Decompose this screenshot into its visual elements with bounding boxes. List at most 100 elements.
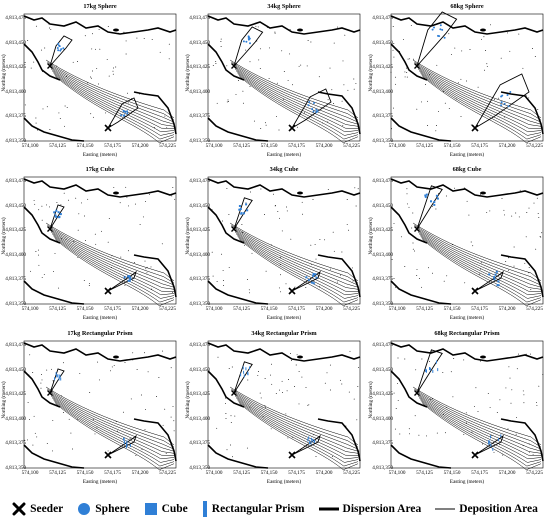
contour-line bbox=[415, 228, 542, 288]
debris-dot bbox=[253, 120, 255, 122]
contour-line bbox=[46, 388, 175, 448]
debris-dot bbox=[64, 105, 66, 107]
contour-line bbox=[234, 230, 359, 290]
debris-dot bbox=[164, 115, 166, 117]
debris-dot bbox=[343, 84, 345, 86]
dispersion-area bbox=[49, 368, 65, 394]
deposition-marker bbox=[58, 377, 60, 381]
contour-line bbox=[418, 68, 542, 129]
debris-dot bbox=[259, 68, 261, 70]
debris-dot bbox=[324, 239, 326, 241]
contour-line bbox=[45, 59, 175, 119]
contour-line bbox=[46, 61, 175, 121]
dispersion-area bbox=[107, 434, 137, 456]
debris-dot bbox=[108, 75, 110, 77]
debris-dot bbox=[24, 104, 26, 106]
map-canvas bbox=[23, 176, 177, 307]
y-tick-label: 4,813,350 bbox=[189, 300, 210, 307]
debris-dot bbox=[136, 37, 138, 39]
y-axis-label: Northing (meters) bbox=[185, 54, 191, 92]
debris-dot bbox=[288, 379, 289, 380]
debris-dot bbox=[228, 266, 230, 268]
debris-dot bbox=[327, 121, 329, 123]
debris-dot bbox=[52, 380, 54, 382]
debris-dot bbox=[260, 128, 262, 130]
deposition-marker bbox=[436, 197, 439, 200]
y-tick-label: 4,813,450 bbox=[189, 366, 210, 373]
deposition-marker bbox=[493, 278, 496, 281]
debris-dot bbox=[341, 100, 343, 102]
debris-dot bbox=[124, 362, 126, 364]
debris-dot bbox=[339, 379, 341, 381]
debris-dot bbox=[145, 408, 146, 410]
debris-dot bbox=[162, 350, 164, 352]
y-axis-label: Northing (meters) bbox=[1, 54, 7, 92]
debris-dot bbox=[513, 246, 515, 248]
y-tick-label: 4,813,350 bbox=[5, 300, 26, 307]
debris-dot bbox=[528, 267, 530, 269]
contour-line bbox=[418, 395, 542, 456]
deposition-marker bbox=[436, 360, 437, 364]
debris-dot bbox=[36, 436, 38, 438]
debris-dot bbox=[418, 278, 420, 280]
debris-dot bbox=[318, 76, 320, 78]
debris-dot bbox=[271, 363, 272, 365]
contour-line bbox=[237, 235, 359, 299]
deposition-marker bbox=[490, 435, 491, 439]
debris-dot bbox=[77, 256, 79, 258]
debris-dot bbox=[281, 380, 283, 382]
debris-dot bbox=[164, 408, 166, 410]
debris-dot bbox=[246, 279, 248, 280]
debris-dot bbox=[90, 113, 92, 115]
debris-dot bbox=[489, 210, 491, 212]
debris-dot bbox=[319, 239, 321, 241]
debris-dot bbox=[530, 289, 532, 290]
debris-dot bbox=[156, 396, 158, 397]
debris-dot bbox=[306, 65, 308, 67]
debris-dot bbox=[142, 357, 143, 359]
debris-dot bbox=[122, 411, 124, 413]
debris-dot bbox=[127, 92, 128, 94]
debris-dot bbox=[134, 203, 136, 205]
contour-line bbox=[235, 68, 359, 129]
debris-dot bbox=[358, 450, 360, 452]
debris-dot bbox=[264, 122, 266, 124]
legend-item-dispersion: Dispersion Area bbox=[318, 503, 421, 515]
debris-dot bbox=[84, 35, 86, 37]
debris-dot bbox=[227, 99, 229, 101]
contour-line bbox=[53, 72, 175, 136]
debris-dot bbox=[147, 371, 149, 373]
coastline-path bbox=[500, 418, 544, 462]
debris-dot bbox=[347, 89, 349, 91]
debris-dot bbox=[270, 374, 271, 376]
dispersion-area bbox=[107, 97, 139, 129]
debris-dot bbox=[290, 353, 291, 355]
debris-dot bbox=[49, 129, 51, 130]
deposition-marker bbox=[247, 35, 250, 38]
debris-dot bbox=[29, 354, 31, 356]
debris-dot bbox=[110, 370, 111, 372]
x-tick-label: 574,175 bbox=[288, 470, 305, 476]
debris-dot bbox=[469, 49, 471, 50]
debris-dot bbox=[56, 202, 58, 204]
deposition-marker bbox=[122, 114, 125, 117]
debris-dot bbox=[97, 361, 99, 363]
debris-dot bbox=[135, 455, 137, 456]
debris-dot bbox=[35, 251, 37, 252]
debris-dot bbox=[464, 282, 466, 284]
deposition-marker bbox=[430, 200, 432, 203]
x-tick-label: 574,100 bbox=[205, 143, 223, 149]
debris-dot bbox=[162, 424, 164, 426]
debris-dot bbox=[496, 412, 498, 413]
debris-dot bbox=[523, 394, 525, 396]
debris-dot bbox=[99, 48, 101, 50]
contour-line bbox=[236, 70, 359, 133]
debris-dot bbox=[532, 268, 534, 270]
debris-dot bbox=[452, 396, 454, 398]
deposition-marker bbox=[245, 367, 247, 371]
x-tick-label: 574,150 bbox=[443, 470, 461, 476]
contour-line bbox=[232, 392, 359, 452]
contour-line bbox=[413, 61, 542, 121]
map-panel-sphere-17: 17kg Sphere 4,813,475 4,813,450 4,813,425 4… bbox=[0, 0, 183, 163]
debris-dot bbox=[315, 258, 317, 260]
